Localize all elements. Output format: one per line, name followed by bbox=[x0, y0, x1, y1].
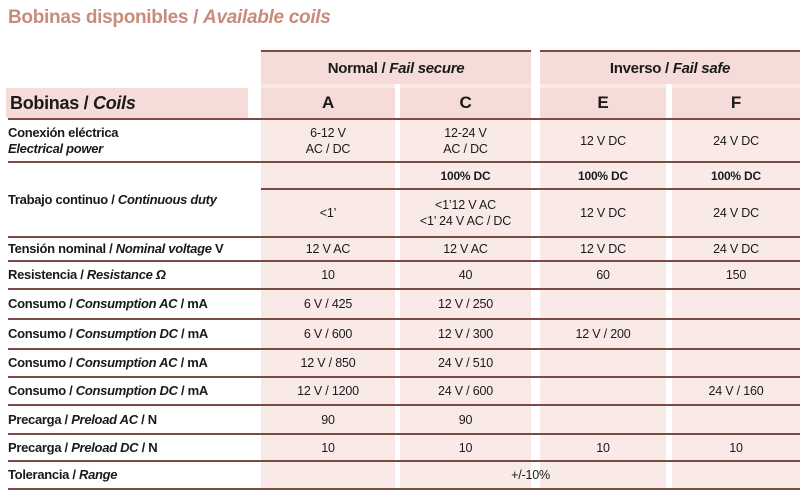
header-label: Bobinas / Coils bbox=[6, 88, 248, 118]
group-header-inverso: Inverso / Fail safe bbox=[540, 50, 800, 84]
row-label: Precarga / Preload AC / N bbox=[8, 411, 157, 427]
column-header: A bbox=[261, 88, 395, 118]
row-label: Consumo / Consumption DC / mA bbox=[8, 383, 209, 398]
table-row: Consumo / Consumption AC / mA 6 V / 425 12… bbox=[8, 290, 800, 320]
table-cell: 90 bbox=[321, 412, 335, 427]
row-label: Consumo / Consumption AC / mA bbox=[8, 355, 208, 370]
table-row: Trabajo continuo / Continuous duty 100% D… bbox=[8, 163, 800, 238]
table-cell: 12 V DC bbox=[580, 133, 626, 148]
page-title: Bobinas disponibles / Available coils bbox=[8, 7, 331, 28]
table-cell bbox=[540, 290, 666, 318]
table-cell bbox=[672, 406, 800, 433]
column-header: C bbox=[400, 88, 531, 118]
table-cell: 12 V AC bbox=[443, 242, 488, 256]
table-cell: 90 bbox=[458, 412, 473, 427]
table-row: Precarga / Preload DC / N 10 10 10 10 bbox=[8, 435, 800, 462]
row-label: Precarga / Preload DC / N bbox=[8, 439, 158, 455]
table-cell: 24 V DC bbox=[713, 133, 759, 148]
table-row: Resistencia / Resistance Ω 10 40 60 150 bbox=[8, 262, 800, 290]
table-row: Precarga / Preload AC / N 90 90 bbox=[8, 406, 800, 435]
row-label: Resistencia / Resistance Ω bbox=[8, 267, 166, 282]
table-cell: 6-12 V AC / DC bbox=[305, 125, 351, 156]
table-row: Conexión eléctrica Electrical power 6-12 V… bbox=[8, 120, 800, 163]
table-cell: 12 V / 1200 bbox=[297, 384, 359, 398]
table-cell: 10 bbox=[321, 440, 335, 455]
table-cell: 24 V DC bbox=[713, 242, 759, 256]
table-row: Consumo / Consumption AC / mA 12 V / 850 2… bbox=[8, 350, 800, 378]
row-label: Conexión eléctrica Electrical power bbox=[8, 124, 119, 156]
duty-subrow bbox=[261, 163, 800, 190]
table-cell: 10 bbox=[321, 268, 335, 282]
table-cell: 12 V DC bbox=[580, 242, 626, 256]
duty-cell: 100% DC bbox=[711, 168, 761, 183]
column-header: E bbox=[540, 88, 666, 118]
row-label: Consumo / Consumption AC / mA bbox=[8, 296, 208, 311]
column-bg-e bbox=[540, 52, 666, 490]
table-cell bbox=[540, 378, 666, 404]
table-row: Tensión nominal / Nominal voltage V 12 V … bbox=[8, 238, 800, 262]
table-cell: 12-24 V AC / DC bbox=[443, 125, 488, 156]
row-label: Consumo / Consumption DC / mA bbox=[8, 326, 209, 341]
table-cell: 12 V DC bbox=[580, 206, 626, 220]
row-label: Trabajo continuo / Continuous duty bbox=[8, 191, 217, 207]
duty-cell: 100% DC bbox=[440, 168, 491, 183]
table-cell bbox=[672, 290, 800, 318]
table-cell bbox=[540, 406, 666, 433]
column-bg-a bbox=[261, 52, 395, 490]
group-header-normal: Normal / Fail secure bbox=[261, 50, 531, 84]
table-row: Tolerancia / Range +/-10% bbox=[8, 462, 800, 490]
table-cell: 40 bbox=[458, 268, 473, 282]
table-cell: 6 V / 425 bbox=[303, 297, 353, 311]
table-cell: <1’12 V AC <1’ 24 V AC / DC bbox=[419, 198, 512, 228]
table-cell: 150 bbox=[725, 268, 747, 282]
table-cell: 12 V / 200 bbox=[575, 327, 631, 341]
table-row: Consumo / Consumption DC / mA 6 V / 600 12… bbox=[8, 320, 800, 350]
table-cell: 24 V / 510 bbox=[438, 356, 493, 370]
table-cell: 10 bbox=[458, 440, 473, 455]
table-cell: 12 V / 300 bbox=[438, 327, 493, 341]
header-row: Bobinas / Coils A C E F bbox=[6, 88, 800, 120]
table-cell: 60 bbox=[596, 268, 610, 282]
column-bg-c bbox=[400, 52, 531, 490]
table-row: Consumo / Consumption DC / mA 12 V / 1200… bbox=[8, 378, 800, 406]
table-cell bbox=[540, 350, 666, 376]
table-cell: 12 V AC bbox=[305, 242, 351, 256]
range-cell: +/-10% bbox=[511, 468, 550, 482]
table-cell: 12 V / 850 bbox=[300, 356, 356, 370]
column-header: F bbox=[672, 88, 800, 118]
table-cell: 24 V / 160 bbox=[708, 384, 764, 398]
column-bg-f bbox=[672, 52, 800, 490]
table-cell bbox=[672, 350, 800, 376]
table-cell: 12 V / 250 bbox=[438, 297, 493, 311]
table-cell: <1’ bbox=[319, 206, 337, 220]
table-cell: 24 V DC bbox=[713, 206, 759, 220]
table-cell: 10 bbox=[729, 440, 743, 455]
row-label: Tolerancia / Range bbox=[8, 467, 118, 482]
duty-cell: 100% DC bbox=[578, 168, 628, 183]
table-cell: 10 bbox=[596, 440, 610, 455]
row-label: Tensión nominal / Nominal voltage V bbox=[8, 241, 224, 256]
duty-cell bbox=[261, 163, 395, 188]
table-cell: 24 V / 600 bbox=[438, 384, 493, 398]
table-cell: 6 V / 600 bbox=[303, 327, 353, 341]
table-cell bbox=[672, 320, 800, 348]
